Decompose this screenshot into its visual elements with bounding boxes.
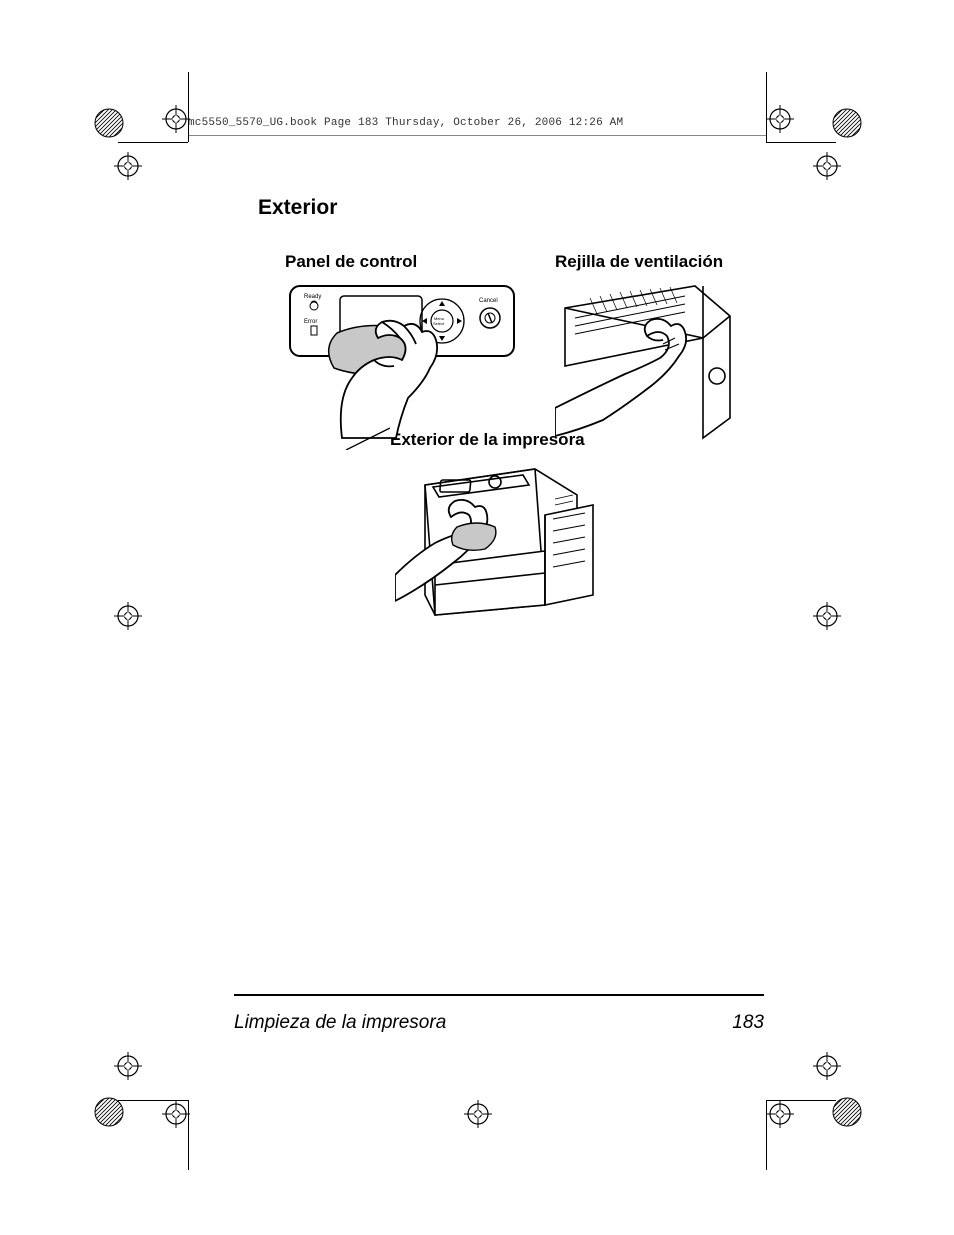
registration-target-icon bbox=[813, 1052, 841, 1080]
corner-ball-icon bbox=[832, 1097, 862, 1127]
figure-exterior-wipe bbox=[395, 455, 595, 620]
registration-target-icon bbox=[813, 602, 841, 630]
subsection-title-vent: Rejilla de ventilación bbox=[555, 252, 723, 272]
registration-target-icon bbox=[766, 105, 794, 133]
header-rule bbox=[188, 135, 767, 136]
registration-target-icon bbox=[162, 105, 190, 133]
footer-page-number: 183 bbox=[732, 1012, 764, 1034]
section-title: Exterior bbox=[258, 196, 337, 220]
corner-ball-icon bbox=[94, 1097, 124, 1127]
crop-mark bbox=[118, 142, 188, 143]
registration-target-icon bbox=[114, 1052, 142, 1080]
panel-label-select: Select bbox=[433, 321, 445, 326]
registration-target-icon bbox=[114, 602, 142, 630]
crop-mark bbox=[766, 142, 836, 143]
registration-target-icon bbox=[813, 152, 841, 180]
subsection-title-panel: Panel de control bbox=[285, 252, 417, 272]
corner-ball-icon bbox=[832, 108, 862, 138]
footer-rule bbox=[234, 994, 764, 996]
panel-label-ready: Ready bbox=[304, 294, 321, 300]
registration-target-icon bbox=[464, 1100, 492, 1128]
registration-target-icon bbox=[766, 1100, 794, 1128]
registration-target-icon bbox=[162, 1100, 190, 1128]
panel-label-cancel: Cancel bbox=[479, 298, 498, 304]
registration-target-icon bbox=[114, 152, 142, 180]
corner-ball-icon bbox=[94, 108, 124, 138]
leader-line bbox=[346, 410, 390, 450]
figure-panel-wipe: Ready Error Menu Select Cancel bbox=[282, 278, 522, 443]
running-header-text: mc5550_5570_UG.book Page 183 Thursday, O… bbox=[188, 117, 623, 129]
document-page: mc5550_5570_UG.book Page 183 Thursday, O… bbox=[0, 0, 954, 1235]
figure-vent-wipe bbox=[555, 278, 735, 453]
panel-label-error: Error bbox=[304, 319, 317, 325]
footer-section-name: Limpieza de la impresora bbox=[234, 1012, 446, 1034]
